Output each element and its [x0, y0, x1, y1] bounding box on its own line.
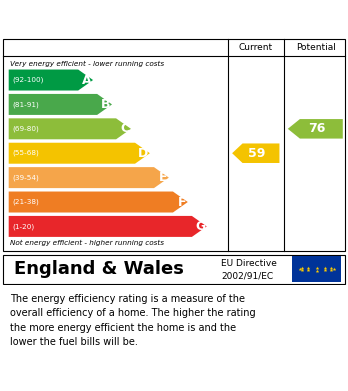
Text: 76: 76	[308, 122, 325, 135]
Polygon shape	[9, 216, 207, 237]
Text: The energy efficiency rating is a measure of the
overall efficiency of a home. T: The energy efficiency rating is a measur…	[10, 294, 256, 347]
Text: (69-80): (69-80)	[12, 126, 39, 132]
Text: Very energy efficient - lower running costs: Very energy efficient - lower running co…	[10, 61, 165, 66]
Text: (81-91): (81-91)	[12, 101, 39, 108]
Text: (55-68): (55-68)	[12, 150, 39, 156]
Text: D: D	[138, 147, 149, 160]
Bar	[292, 256, 341, 282]
Polygon shape	[9, 118, 131, 139]
Text: (1-20): (1-20)	[12, 223, 34, 230]
Polygon shape	[288, 119, 343, 138]
Text: 59: 59	[248, 147, 266, 160]
Text: (39-54): (39-54)	[12, 174, 39, 181]
Text: Potential: Potential	[296, 43, 336, 52]
Polygon shape	[9, 70, 93, 91]
Text: Not energy efficient - higher running costs: Not energy efficient - higher running co…	[10, 240, 165, 246]
Text: Current: Current	[239, 43, 273, 52]
Polygon shape	[9, 94, 112, 115]
Polygon shape	[9, 192, 188, 212]
Text: Energy Efficiency Rating: Energy Efficiency Rating	[10, 11, 220, 26]
Text: F: F	[178, 196, 187, 208]
Text: A: A	[82, 74, 92, 86]
Text: C: C	[120, 122, 129, 135]
Text: (21-38): (21-38)	[12, 199, 39, 205]
Text: EU Directive
2002/91/EC: EU Directive 2002/91/EC	[221, 259, 277, 280]
Polygon shape	[9, 167, 169, 188]
Text: England & Wales: England & Wales	[14, 260, 184, 278]
Polygon shape	[232, 143, 279, 163]
Polygon shape	[9, 143, 150, 164]
Text: E: E	[159, 171, 167, 184]
Text: (92-100): (92-100)	[12, 77, 44, 83]
Text: G: G	[195, 220, 205, 233]
Text: B: B	[101, 98, 111, 111]
